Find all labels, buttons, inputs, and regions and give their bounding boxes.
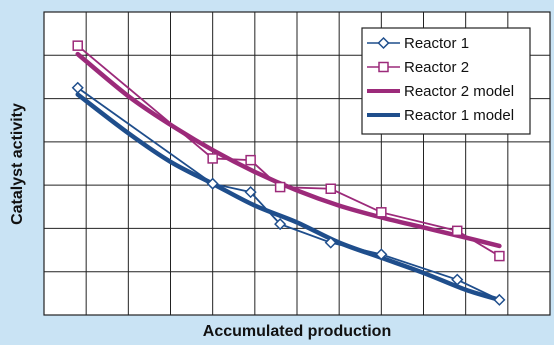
series-line-reactor-1-model (75, 92, 502, 303)
series-line-reactor-1 (77, 87, 500, 301)
legend-label-reactor-2: Reactor 2 (404, 59, 469, 76)
data-point-reactor-2 (245, 154, 256, 166)
data-point-reactor-2 (451, 225, 463, 237)
data-point-reactor-2 (207, 153, 218, 164)
series-reactor-2 (72, 40, 505, 262)
data-point-reactor-2 (494, 250, 505, 262)
data-point-reactor-1 (451, 273, 464, 286)
data-point-reactor-1 (493, 293, 506, 306)
y-axis-title: Catalyst activity (9, 103, 26, 225)
series-line-reactor-2 (77, 44, 500, 257)
legend-label-reactor-1-model: Reactor 1 model (404, 107, 514, 124)
legend-marker-reactor-2 (378, 61, 389, 73)
legend-label-reactor-2-model: Reactor 2 model (404, 83, 514, 100)
data-point-reactor-2 (274, 181, 286, 193)
series-reactor-2-model (75, 51, 502, 249)
data-point-reactor-1 (274, 218, 287, 231)
data-point-reactor-2 (376, 207, 387, 218)
legend: Reactor 1 Reactor 2 Reactor 2 model Reactor… (361, 27, 531, 135)
data-point-reactor-2 (72, 40, 83, 51)
data-point-reactor-1 (244, 186, 257, 199)
data-point-reactor-1 (375, 248, 388, 261)
legend-label-reactor-1: Reactor 1 (404, 35, 469, 52)
series-reactor-1-model (75, 92, 502, 303)
series-layer (71, 40, 506, 306)
data-point-reactor-2 (325, 183, 336, 194)
series-reactor-1 (71, 81, 506, 306)
series-line-reactor-2-model (75, 51, 502, 249)
legend-marker-reactor-1 (377, 36, 390, 50)
x-axis-title: Accumulated production (203, 323, 391, 340)
data-point-reactor-1 (71, 81, 84, 94)
data-point-reactor-1 (206, 177, 219, 190)
data-point-reactor-1 (324, 236, 337, 249)
